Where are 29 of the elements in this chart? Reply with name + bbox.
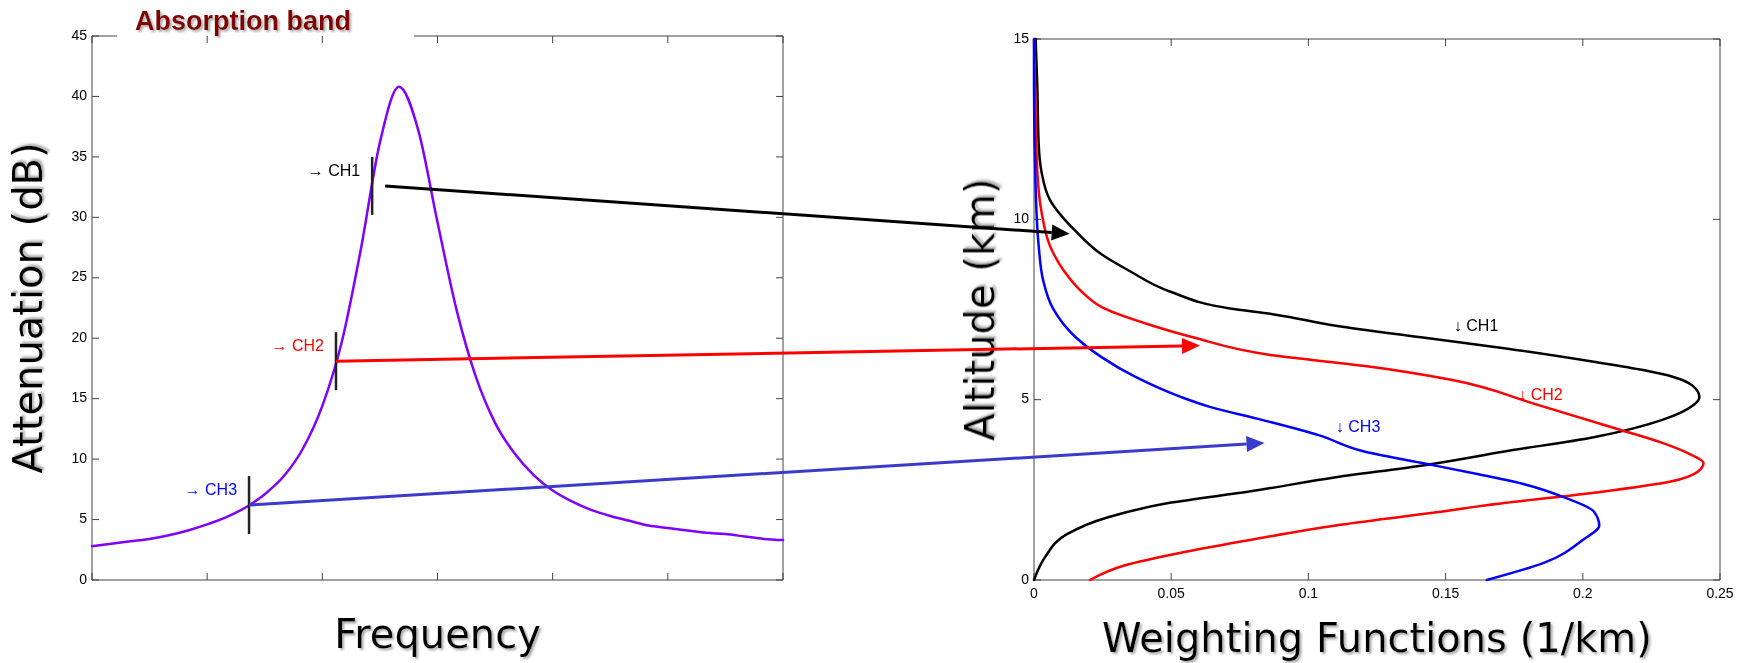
y-tick-label: 25: [71, 268, 88, 285]
y-tick-label: 40: [71, 87, 88, 104]
annotation: ↓ CH3: [1335, 418, 1381, 436]
y-tick-label: 20: [71, 328, 88, 345]
y-tick-label: 0: [1021, 570, 1030, 587]
y-tick-label: 30: [71, 208, 88, 225]
x-tick-label: 0.15: [1431, 585, 1460, 601]
y-tick-label: 10: [71, 449, 88, 466]
y-tick-label: 5: [1021, 390, 1030, 407]
x-axis-title: Weighting Functions (1/km): [1102, 615, 1652, 661]
y-tick-label: 35: [71, 147, 88, 164]
y-tick-label: 45: [71, 26, 88, 43]
y-tick-label: 15: [1013, 29, 1030, 46]
y-tick-label: 0: [79, 570, 88, 587]
x-tick-label: 0.05: [1157, 585, 1186, 601]
x-tick-label: 0.25: [1706, 585, 1734, 601]
y-tick-label: 15: [71, 389, 88, 406]
line-series: [90, 85, 785, 548]
y-tick-label: 10: [1013, 210, 1030, 227]
chart-title: Absorption band: [135, 6, 351, 36]
annotation: → CH3: [184, 481, 238, 499]
x-tick-label: 0.2: [1573, 585, 1593, 601]
x-axis-title: Frequency: [334, 611, 541, 657]
annotation: ↓ CH1: [1453, 317, 1499, 335]
y-tick-label: 5: [79, 510, 88, 527]
annotation: → CH1: [307, 162, 361, 180]
x-tick-label: 0.1: [1298, 585, 1319, 601]
y-axis-title: Attenuation (dB): [5, 142, 51, 474]
annotation: → CH2: [271, 337, 325, 355]
